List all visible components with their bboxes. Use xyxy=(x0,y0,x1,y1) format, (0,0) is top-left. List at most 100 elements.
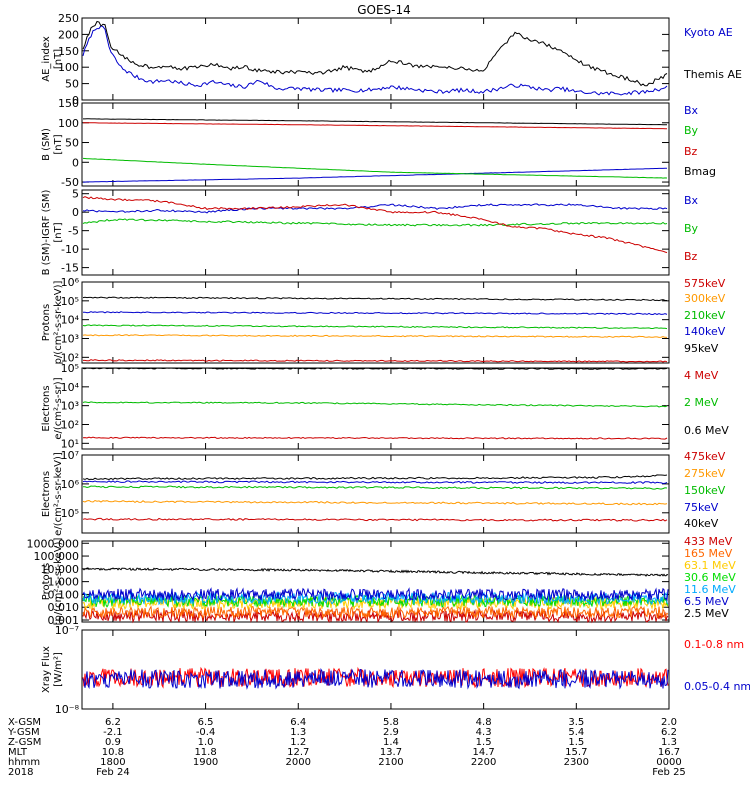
ephemeris-value: 4.3 xyxy=(476,727,492,738)
panel-frame xyxy=(81,367,670,450)
y-tick-label: 10² xyxy=(61,418,79,431)
ephemeris-value: 1900 xyxy=(193,757,218,768)
legend-label: Kyoto AE xyxy=(684,26,733,39)
ephemeris-value: 1.3 xyxy=(290,727,306,738)
series-line-2-5-mev xyxy=(82,567,669,577)
legend-label: By xyxy=(684,124,699,137)
legend-label: 140keV xyxy=(684,325,726,338)
ephemeris-value: 6.4 xyxy=(290,717,306,728)
y-tick-label: 0 xyxy=(72,94,79,107)
ephemeris-value: 5.4 xyxy=(568,727,584,738)
legend-label: 63.1 MeV xyxy=(684,559,736,572)
y-tick-label: 10⁷ xyxy=(61,449,79,462)
ephemeris-value: 11.8 xyxy=(194,747,216,758)
ephemeris-row-label: Y-GSM xyxy=(7,727,40,738)
y-axis-label: Electrons xyxy=(41,385,52,431)
panel-frame xyxy=(81,17,670,101)
y-axis-label: [nT] xyxy=(53,49,64,69)
y-tick-label: 5 xyxy=(72,188,79,201)
series-line-475kev xyxy=(82,517,668,522)
panel-ae: 0 50 100 150 200 250 AE_index [nT] Kyoto AE Themi… xyxy=(41,12,742,107)
y-tick-label: 50 xyxy=(65,78,79,91)
y-axis-label: Protons xyxy=(41,563,52,600)
y-tick-label: 0.100 xyxy=(48,588,80,601)
legend-label: 433 MeV xyxy=(684,535,733,548)
y-tick-label: 10³ xyxy=(61,332,79,345)
ephemeris-value: Feb 24 xyxy=(96,767,130,778)
panel-electrons_mev: 10¹ 10² 10³ 10⁴ 10⁵ Electrons e/(cm²-s-sr)] 4 M… xyxy=(41,362,729,450)
ephemeris-row-label: hhmm xyxy=(8,757,40,768)
legend-label: Bx xyxy=(684,194,699,207)
legend-label: 150keV xyxy=(684,484,726,497)
legend-label: 300keV xyxy=(684,292,726,305)
ephemeris-value: 2.0 xyxy=(661,717,677,728)
y-tick-label: 100 xyxy=(58,117,79,130)
y-tick-label: 100 xyxy=(58,61,79,74)
y-tick-label: 10⁵ xyxy=(61,507,79,520)
y-axis-label: e/(cm²-s-sr)] xyxy=(53,377,64,439)
legend-label: 2 MeV xyxy=(684,396,719,409)
ephemeris-value: -2.1 xyxy=(103,727,123,738)
series-line-kyoto-ae xyxy=(82,25,668,96)
series-line-0-05-0-4-nm xyxy=(82,668,669,690)
ephemeris-value: 1800 xyxy=(100,757,125,768)
y-tick-label: 0.001 xyxy=(48,614,80,627)
ephemeris-value: 15.7 xyxy=(565,747,587,758)
legend-label: 275keV xyxy=(684,467,726,480)
series-line-themis-ae xyxy=(82,20,668,87)
series-line-40kev xyxy=(82,474,668,481)
ephemeris-value: 2.9 xyxy=(383,727,399,738)
legend-label: 30.6 MeV xyxy=(684,571,736,584)
y-tick-label: 10⁻⁷ xyxy=(55,624,79,637)
y-tick-label: 10² xyxy=(61,351,79,364)
y-tick-label: 10⁶ xyxy=(61,478,80,491)
ephemeris-value: 3.5 xyxy=(568,717,584,728)
y-tick-label: 1000.000 xyxy=(27,537,80,550)
series-line-575kev xyxy=(83,359,668,363)
y-axis-label: AE_index xyxy=(41,36,52,82)
y-axis-label: [p/(cm²-s-sr-keV)] xyxy=(53,538,64,626)
legend-label: 2.5 MeV xyxy=(684,607,729,620)
y-tick-label: 200 xyxy=(58,28,79,41)
series-line-4-mev xyxy=(82,436,668,440)
y-tick-label: 0 xyxy=(72,206,79,219)
y-tick-label: 50 xyxy=(65,137,79,150)
series-line-bmag xyxy=(83,118,667,126)
y-tick-label: -10 xyxy=(61,243,79,256)
panel-frame xyxy=(81,540,670,623)
legend-label: 11.6 MeV xyxy=(684,583,736,596)
y-axis-label: B (SM)-IGRF (SM) xyxy=(41,190,52,276)
ephemeris-value: 2300 xyxy=(564,757,589,768)
ephemeris-value: 12.7 xyxy=(287,747,309,758)
y-axis-label: Protons xyxy=(41,304,52,341)
series-line-2-mev xyxy=(82,401,668,408)
plot-title: GOES-14 xyxy=(357,3,411,17)
panel-frame xyxy=(81,629,670,710)
y-tick-label: 10⁻⁸ xyxy=(55,703,80,716)
series-line-0-6-mev xyxy=(82,367,668,370)
ephemeris-row-label: Z-GSM xyxy=(8,737,41,748)
legend-label: 6.5 MeV xyxy=(684,595,729,608)
panel-electrons_kev: 10⁵ 10⁶ 10⁷ Electrons e/(cm²-s-sr-keV)] 475ke… xyxy=(41,449,726,536)
y-tick-label: 150 xyxy=(58,45,79,58)
panel-frame xyxy=(81,281,670,364)
y-tick-label: -50 xyxy=(61,176,79,189)
ephemeris-value: 13.7 xyxy=(380,747,402,758)
series-line-bz xyxy=(82,196,668,254)
legend-label: Bx xyxy=(684,104,699,117)
legend-label: By xyxy=(684,222,699,235)
legend-label: 0.1-0.8 nm xyxy=(684,638,744,651)
y-tick-label: 10¹ xyxy=(61,437,79,450)
legend-label: 165 MeV xyxy=(684,547,733,560)
series-line-6-5-mev xyxy=(82,587,669,602)
y-axis-label: [nT] xyxy=(53,222,64,242)
series-line-140kev xyxy=(82,311,668,316)
legend-label: 75keV xyxy=(684,501,719,514)
y-axis-label: Xray Flux xyxy=(41,646,52,693)
series-line-75kev xyxy=(82,480,668,485)
y-axis-label: B (SM) xyxy=(41,128,52,161)
panel-protons_hi: 10² 10³ 10⁴ 10⁵ 10⁶ Protons p/(cm²-s-sr-keV)] 5… xyxy=(41,276,726,364)
ephemeris-row-label: X-GSM xyxy=(8,717,41,728)
